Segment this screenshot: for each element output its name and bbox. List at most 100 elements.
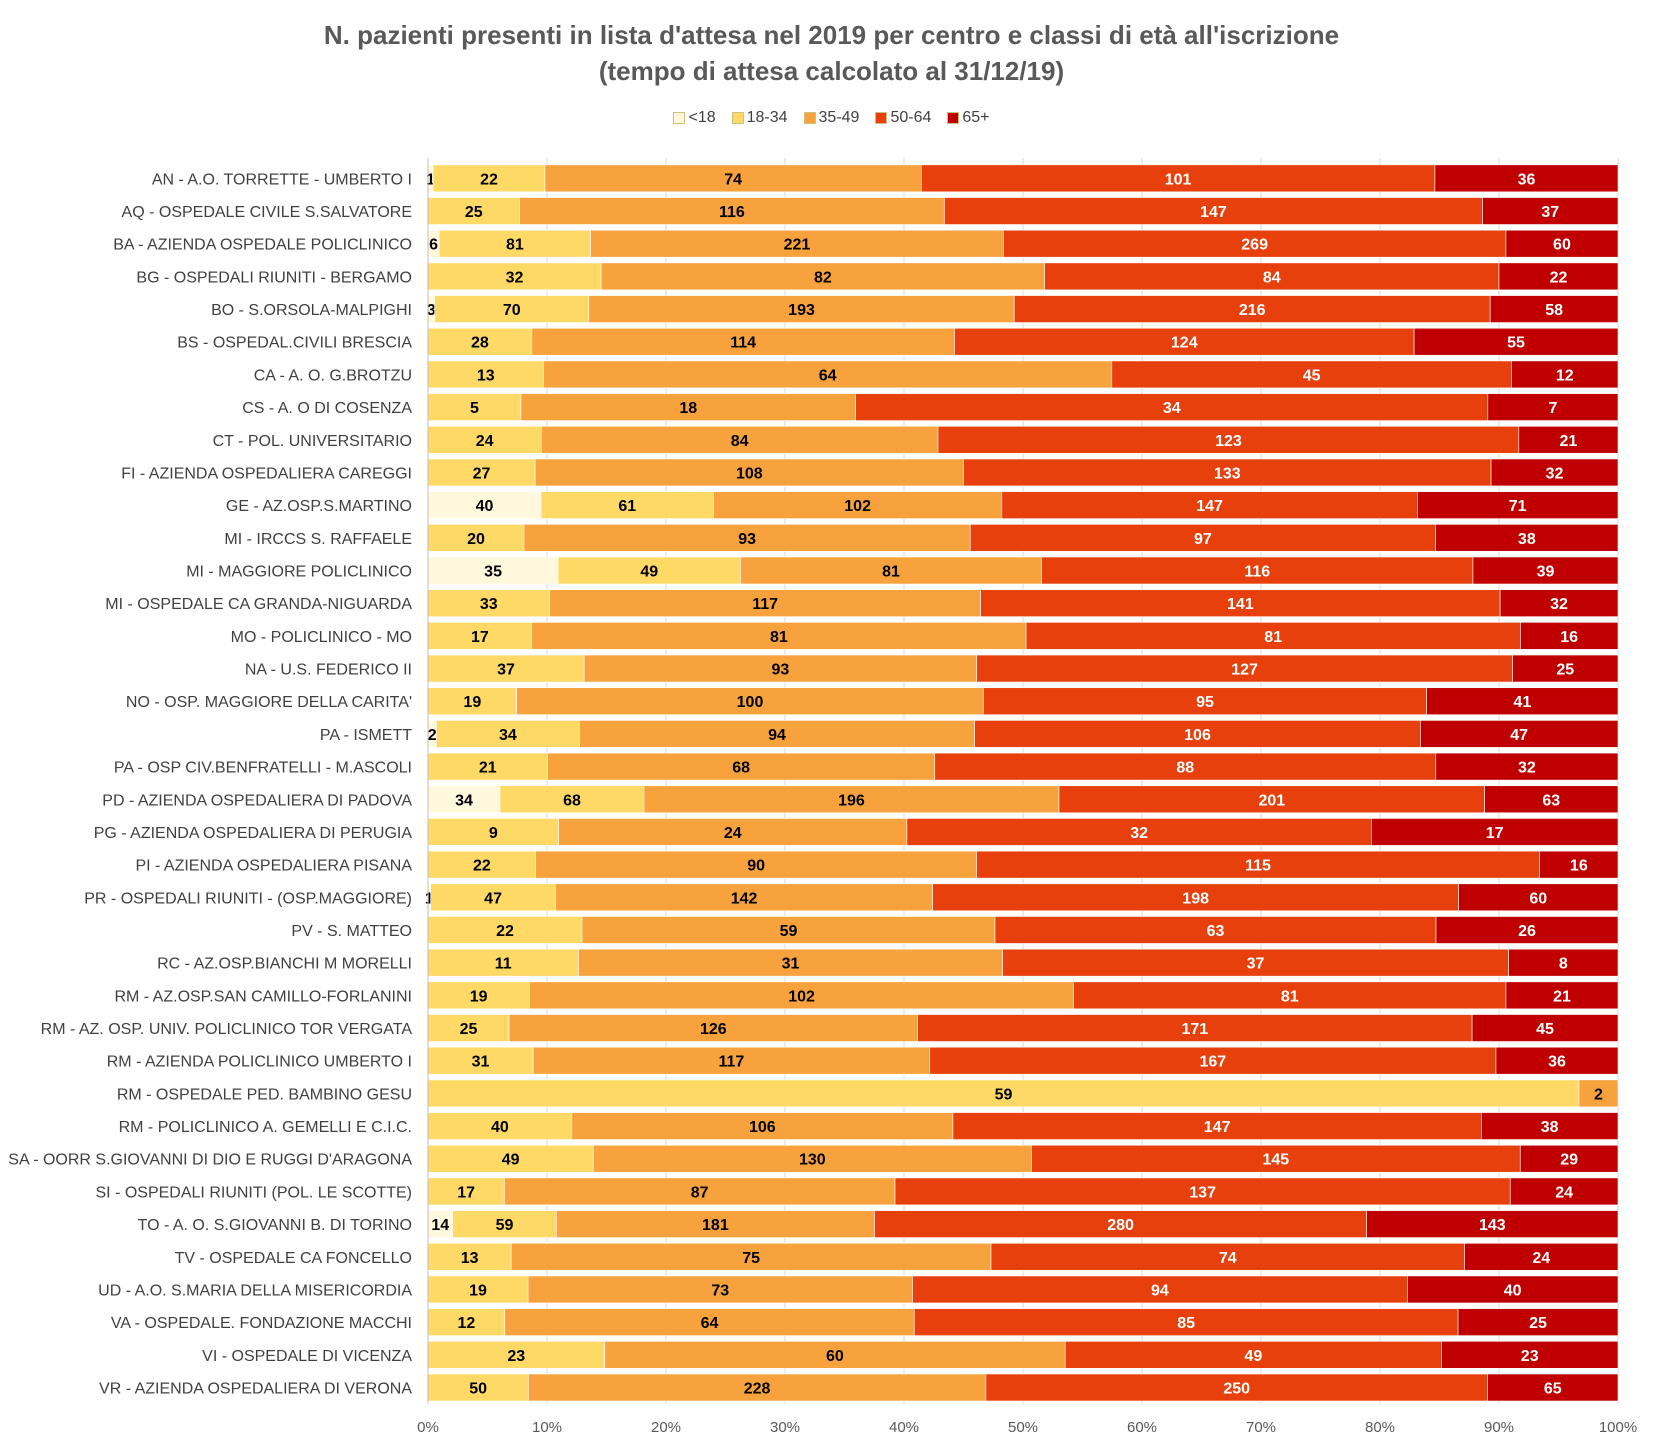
- data-label: 37: [1541, 204, 1559, 221]
- category-label: PV - S. MATTEO: [291, 923, 412, 940]
- category-label: CA - A. O. G.BROTZU: [254, 367, 412, 384]
- x-tick-label: 50%: [1008, 1419, 1038, 1436]
- bar-segment: [523, 524, 971, 552]
- category-label: RM - AZIENDA POLICLINICO UMBERTO I: [107, 1054, 412, 1071]
- bar-segment: [1025, 622, 1521, 650]
- bar-segment: [990, 1242, 1465, 1271]
- data-label: 221: [784, 237, 811, 254]
- data-label: 124: [1171, 335, 1198, 352]
- category-label: VR - AZIENDA OSPEDALIERA DI VERONA: [99, 1381, 412, 1398]
- bar-segment: [1472, 556, 1619, 585]
- bar-segment: [592, 1144, 1032, 1173]
- data-label: 81: [1281, 988, 1299, 1005]
- data-label: 123: [1215, 433, 1242, 450]
- bar-segment: [1031, 1144, 1521, 1173]
- bar-segment: [1058, 785, 1485, 814]
- bar-segment: [531, 622, 1027, 650]
- data-label: 28: [471, 335, 489, 352]
- bar-segment: [427, 1275, 529, 1304]
- bar-segment: [427, 981, 530, 1010]
- data-label: 32: [1550, 596, 1568, 613]
- bar-segment: [713, 491, 1003, 519]
- bar-segment: [427, 1079, 1580, 1108]
- bar-segment: [504, 1177, 896, 1206]
- data-label: 106: [749, 1119, 776, 1136]
- bar-segment: [436, 720, 580, 748]
- bar-segment: [452, 1210, 557, 1238]
- data-label: 85: [1177, 1315, 1195, 1332]
- data-label: 127: [1231, 662, 1258, 679]
- data-label: 59: [995, 1086, 1013, 1103]
- bar-segment: [529, 981, 1074, 1010]
- data-label: 3: [427, 302, 436, 319]
- bar-segment: [571, 1112, 954, 1140]
- data-label: 280: [1107, 1217, 1134, 1234]
- bar-segment: [974, 720, 1421, 748]
- bar-segment: [874, 1210, 1367, 1238]
- data-label: 64: [819, 367, 837, 384]
- data-label: 47: [1510, 727, 1528, 744]
- data-label: 22: [473, 858, 491, 875]
- bar-segment: [427, 622, 533, 650]
- category-label: PR - OSPEDALI RIUNITI - (OSP.MAGGIORE): [84, 890, 412, 907]
- bar-segment: [906, 818, 1372, 846]
- data-label: 49: [502, 1152, 520, 1169]
- data-label: 196: [838, 792, 865, 809]
- data-label: 63: [1207, 923, 1225, 940]
- bar-segment: [952, 1112, 1482, 1140]
- data-label: 97: [1194, 531, 1212, 548]
- category-label: PI - AZIENDA OSPEDALIERA PISANA: [135, 858, 412, 875]
- category-label: AN - A.O. TORRETTE - UMBERTO I: [152, 171, 412, 188]
- bar-segment: [1434, 164, 1619, 193]
- data-label: 7: [1548, 400, 1557, 417]
- bar-segment: [1464, 1242, 1619, 1271]
- legend-swatch: [875, 112, 888, 124]
- data-label: 32: [1130, 825, 1148, 842]
- bar-segment: [535, 850, 977, 879]
- data-label: 94: [768, 727, 786, 744]
- x-tick-label: 30%: [770, 1419, 800, 1436]
- bar-segment: [1511, 360, 1619, 389]
- bar-segment: [1508, 948, 1619, 977]
- data-label: 70: [503, 302, 521, 319]
- data-label: 147: [1196, 498, 1223, 515]
- x-tick-label: 90%: [1484, 1419, 1514, 1436]
- bar-segment: [516, 687, 984, 716]
- data-label: 14: [431, 1217, 449, 1234]
- bar-segment: [519, 197, 945, 225]
- data-label: 27: [473, 465, 491, 482]
- data-label: 55: [1507, 335, 1525, 352]
- category-label: SA - OORR S.GIOVANNI DI DIO E RUGGI D'AR…: [8, 1152, 412, 1169]
- category-label: RM - AZ. OSP. UNIV. POLICLINICO TOR VERG…: [41, 1021, 413, 1038]
- bar-segment: [427, 1112, 573, 1140]
- data-label: 11: [495, 956, 512, 973]
- data-label: 34: [1163, 400, 1181, 417]
- bar-segment: [1471, 1014, 1619, 1042]
- category-label: TV - OSPEDALE CA FONCELLO: [175, 1250, 412, 1267]
- data-label: 137: [1189, 1184, 1216, 1201]
- legend-swatch: [947, 112, 960, 124]
- bar-segment: [427, 948, 579, 977]
- data-label: 60: [826, 1348, 844, 1365]
- legend-label: 65+: [962, 109, 990, 126]
- data-label: 35: [484, 564, 502, 581]
- data-label: 22: [480, 171, 498, 188]
- data-label: 40: [491, 1119, 509, 1136]
- data-label: 87: [691, 1184, 709, 1201]
- data-label: 81: [770, 629, 788, 646]
- data-label: 95: [1196, 694, 1214, 711]
- data-label: 100: [737, 694, 764, 711]
- bar-segment: [1366, 1210, 1619, 1238]
- data-label: 269: [1241, 237, 1268, 254]
- bar-segment: [1505, 229, 1619, 258]
- category-label: PA - ISMETT: [320, 727, 412, 744]
- bar-segment: [1498, 262, 1619, 291]
- x-tick-label: 0%: [417, 1419, 439, 1436]
- data-label: 143: [1479, 1217, 1506, 1234]
- data-label: 18: [679, 400, 697, 417]
- data-label: 93: [738, 531, 756, 548]
- data-label: 17: [457, 1184, 475, 1201]
- bar-segment: [558, 818, 908, 846]
- data-label: 39: [1537, 564, 1555, 581]
- bar-segment: [1435, 524, 1619, 552]
